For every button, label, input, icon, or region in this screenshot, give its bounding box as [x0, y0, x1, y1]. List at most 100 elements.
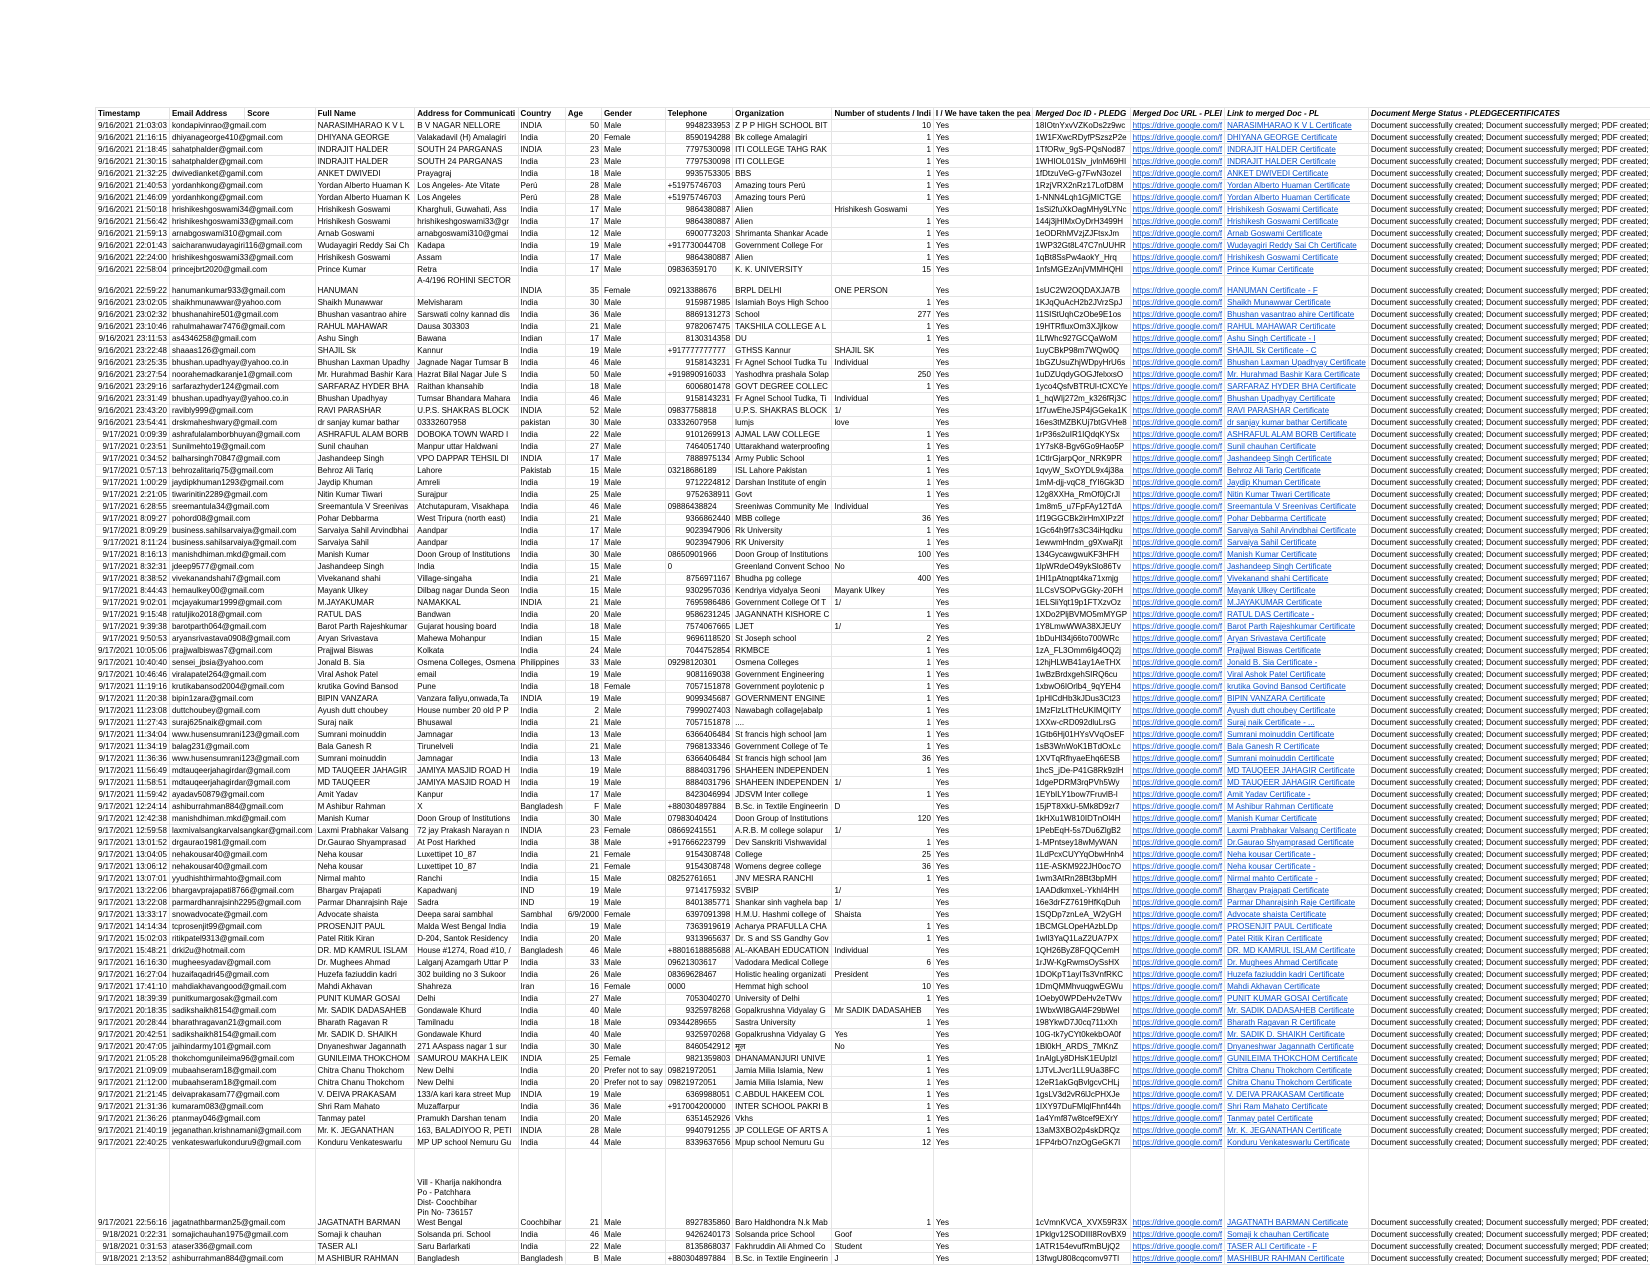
merged-doc-link[interactable]: Vivekanand shahi Certificate: [1227, 574, 1329, 583]
doc-url-link[interactable]: https://drive.google.com/f: [1132, 586, 1223, 595]
doc-url-link[interactable]: https://drive.google.com/f: [1132, 1018, 1223, 1027]
doc-url-link[interactable]: https://drive.google.com/f: [1132, 1242, 1223, 1251]
merged-doc-link[interactable]: M.JAYAKUMAR Certificate: [1227, 598, 1322, 607]
merged-doc-link[interactable]: Yordan Alberto Huaman Certificate: [1227, 193, 1350, 202]
merged-doc-link[interactable]: DHIYANA GEORGE Certificate: [1227, 133, 1338, 142]
merged-doc-link[interactable]: Manish Kumar Certificate: [1227, 814, 1317, 823]
merged-doc-link[interactable]: Hrishikesh Goswami Certificate: [1227, 205, 1339, 214]
doc-url-link[interactable]: https://drive.google.com/f: [1132, 1138, 1223, 1147]
doc-url-link[interactable]: https://drive.google.com/f: [1132, 562, 1223, 571]
merged-doc-link[interactable]: MD TAUQEER JAHAGIR Certificate: [1227, 778, 1355, 787]
merged-doc-link[interactable]: MD TAUQEER JAHAGIR Certificate: [1227, 766, 1355, 775]
merged-doc-link[interactable]: Shaikh Munawwar Certificate: [1227, 298, 1331, 307]
merged-doc-link[interactable]: Manish Kumar Certificate: [1227, 550, 1317, 559]
doc-url-link[interactable]: https://drive.google.com/f: [1132, 682, 1223, 691]
merged-doc-link[interactable]: Hrishikesh Goswami Certificate: [1227, 217, 1339, 226]
doc-url-link[interactable]: https://drive.google.com/f: [1132, 1078, 1223, 1087]
doc-url-link[interactable]: https://drive.google.com/f: [1132, 982, 1223, 991]
merged-doc-link[interactable]: INDRAJIT HALDER Certificate: [1227, 157, 1336, 166]
merged-doc-link[interactable]: GUNILEIMA THOKCHOM Certificate: [1227, 1054, 1358, 1063]
merged-doc-link[interactable]: Bharath Ragavan R Certificate: [1227, 1018, 1336, 1027]
doc-url-link[interactable]: https://drive.google.com/f: [1132, 766, 1223, 775]
merged-doc-link[interactable]: PUNIT KUMAR GOSAI Certificate: [1227, 994, 1348, 1003]
merged-doc-link[interactable]: Mr. Hurahmad Bashir Kara Certificate: [1227, 370, 1360, 379]
merged-doc-link[interactable]: Wudayagiri Reddy Sai Ch Certificate: [1227, 241, 1357, 250]
doc-url-link[interactable]: https://drive.google.com/f: [1132, 1126, 1223, 1135]
doc-url-link[interactable]: https://drive.google.com/f: [1132, 418, 1223, 427]
merged-doc-link[interactable]: DR. MD KAMRUL ISLAM Certificate: [1227, 946, 1356, 955]
doc-url-link[interactable]: https://drive.google.com/f: [1132, 718, 1223, 727]
merged-doc-link[interactable]: JAGATNATH BARMAN Certificate: [1227, 1218, 1349, 1227]
doc-url-link[interactable]: https://drive.google.com/f: [1132, 898, 1223, 907]
merged-doc-link[interactable]: Viral Ashok Patel Certificate: [1227, 670, 1326, 679]
doc-url-link[interactable]: https://drive.google.com/f: [1132, 946, 1223, 955]
doc-url-link[interactable]: https://drive.google.com/f: [1132, 802, 1223, 811]
merged-doc-link[interactable]: PROSENJIT PAUL Certificate: [1227, 922, 1333, 931]
merged-doc-link[interactable]: Pohar Debbarma Certificate: [1227, 514, 1327, 523]
merged-doc-link[interactable]: Jaydip Khuman Certificate: [1227, 478, 1321, 487]
doc-url-link[interactable]: https://drive.google.com/f: [1132, 1090, 1223, 1099]
doc-url-link[interactable]: https://drive.google.com/f: [1132, 778, 1223, 787]
doc-url-link[interactable]: https://drive.google.com/f: [1132, 754, 1223, 763]
merged-doc-link[interactable]: M Ashibur Rahman Certificate: [1227, 802, 1334, 811]
merged-doc-link[interactable]: Patel Ritik Kiran Certificate: [1227, 934, 1323, 943]
merged-doc-link[interactable]: Neha kousar Certificate -: [1227, 862, 1316, 871]
doc-url-link[interactable]: https://drive.google.com/f: [1132, 502, 1223, 511]
merged-doc-link[interactable]: Ayush dutt choubey Certificate: [1227, 706, 1336, 715]
doc-url-link[interactable]: https://drive.google.com/f: [1132, 862, 1223, 871]
merged-doc-link[interactable]: Sumrani moinuddin Certificate: [1227, 754, 1335, 763]
doc-url-link[interactable]: https://drive.google.com/f: [1132, 1114, 1223, 1123]
merged-doc-link[interactable]: RAHUL MAHAWAR Certificate: [1227, 322, 1336, 331]
doc-url-link[interactable]: https://drive.google.com/f: [1132, 145, 1223, 154]
merged-doc-link[interactable]: Yordan Alberto Huaman Certificate: [1227, 181, 1350, 190]
doc-url-link[interactable]: https://drive.google.com/f: [1132, 229, 1223, 238]
doc-url-link[interactable]: https://drive.google.com/f: [1132, 334, 1223, 343]
doc-url-link[interactable]: https://drive.google.com/f: [1132, 730, 1223, 739]
doc-url-link[interactable]: https://drive.google.com/f: [1132, 466, 1223, 475]
doc-url-link[interactable]: https://drive.google.com/f: [1132, 205, 1223, 214]
doc-url-link[interactable]: https://drive.google.com/f: [1132, 169, 1223, 178]
merged-doc-link[interactable]: Sarvaiya Sahil Arvindbhai Certificate: [1227, 526, 1357, 535]
merged-doc-link[interactable]: INDRAJIT HALDER Certificate: [1227, 145, 1336, 154]
doc-url-link[interactable]: https://drive.google.com/f: [1132, 286, 1223, 295]
merged-doc-link[interactable]: Bhushan Laxman Upadhyay Certificate: [1227, 358, 1366, 367]
doc-url-link[interactable]: https://drive.google.com/f: [1132, 1030, 1223, 1039]
merged-doc-link[interactable]: Mr. SADIK D. SHAIKH Certificate: [1227, 1030, 1345, 1039]
doc-url-link[interactable]: https://drive.google.com/f: [1132, 970, 1223, 979]
doc-url-link[interactable]: https://drive.google.com/f: [1132, 217, 1223, 226]
doc-url-link[interactable]: https://drive.google.com/f: [1132, 1042, 1223, 1051]
merged-doc-link[interactable]: Arnab Goswami Certificate: [1227, 229, 1323, 238]
doc-url-link[interactable]: https://drive.google.com/f: [1132, 550, 1223, 559]
doc-url-link[interactable]: https://drive.google.com/f: [1132, 1230, 1223, 1239]
merged-doc-link[interactable]: Amit Yadav Certificate -: [1227, 790, 1311, 799]
merged-doc-link[interactable]: HANUMAN Certificate - F: [1227, 286, 1318, 295]
doc-url-link[interactable]: https://drive.google.com/f: [1132, 133, 1223, 142]
doc-url-link[interactable]: https://drive.google.com/f: [1132, 193, 1223, 202]
doc-url-link[interactable]: https://drive.google.com/f: [1132, 322, 1223, 331]
doc-url-link[interactable]: https://drive.google.com/f: [1132, 634, 1223, 643]
doc-url-link[interactable]: https://drive.google.com/f: [1132, 826, 1223, 835]
merged-doc-link[interactable]: Mr. SADIK DADASAHEB Certificate: [1227, 1006, 1355, 1015]
merged-doc-link[interactable]: Laxmi Prabhakar Valsang Certificate: [1227, 826, 1357, 835]
merged-doc-link[interactable]: Mr. K. JEGANATHAN Certificate: [1227, 1126, 1342, 1135]
merged-doc-link[interactable]: Jonald B. Sia Certificate -: [1227, 658, 1318, 667]
doc-url-link[interactable]: https://drive.google.com/f: [1132, 121, 1223, 130]
merged-doc-link[interactable]: Nirmal mahto Certificate -: [1227, 874, 1318, 883]
merged-doc-link[interactable]: Bhushan vasantrao ahire Certificate: [1227, 310, 1355, 319]
merged-doc-link[interactable]: Barot Parth Rajeshkumar Certificate: [1227, 622, 1356, 631]
merged-doc-link[interactable]: Huzefa faziuddin kadri Certificate: [1227, 970, 1345, 979]
doc-url-link[interactable]: https://drive.google.com/f: [1132, 241, 1223, 250]
merged-doc-link[interactable]: Bhushan Upadhyay Certificate: [1227, 394, 1336, 403]
doc-url-link[interactable]: https://drive.google.com/f: [1132, 181, 1223, 190]
doc-url-link[interactable]: https://drive.google.com/f: [1132, 442, 1223, 451]
doc-url-link[interactable]: https://drive.google.com/f: [1132, 253, 1223, 262]
doc-url-link[interactable]: https://drive.google.com/f: [1132, 958, 1223, 967]
doc-url-link[interactable]: https://drive.google.com/f: [1132, 1102, 1223, 1111]
merged-doc-link[interactable]: V. DEIVA PRAKASAM Certificate: [1227, 1090, 1344, 1099]
doc-url-link[interactable]: https://drive.google.com/f: [1132, 514, 1223, 523]
doc-url-link[interactable]: https://drive.google.com/f: [1132, 922, 1223, 931]
doc-url-link[interactable]: https://drive.google.com/f: [1132, 382, 1223, 391]
merged-doc-link[interactable]: MASHIBUR RAHMAN Certificate: [1227, 1254, 1345, 1263]
merged-doc-link[interactable]: Tanmay patel Certificate: [1227, 1114, 1313, 1123]
merged-doc-link[interactable]: Behroz Ali Tariq Certificate: [1227, 466, 1321, 475]
